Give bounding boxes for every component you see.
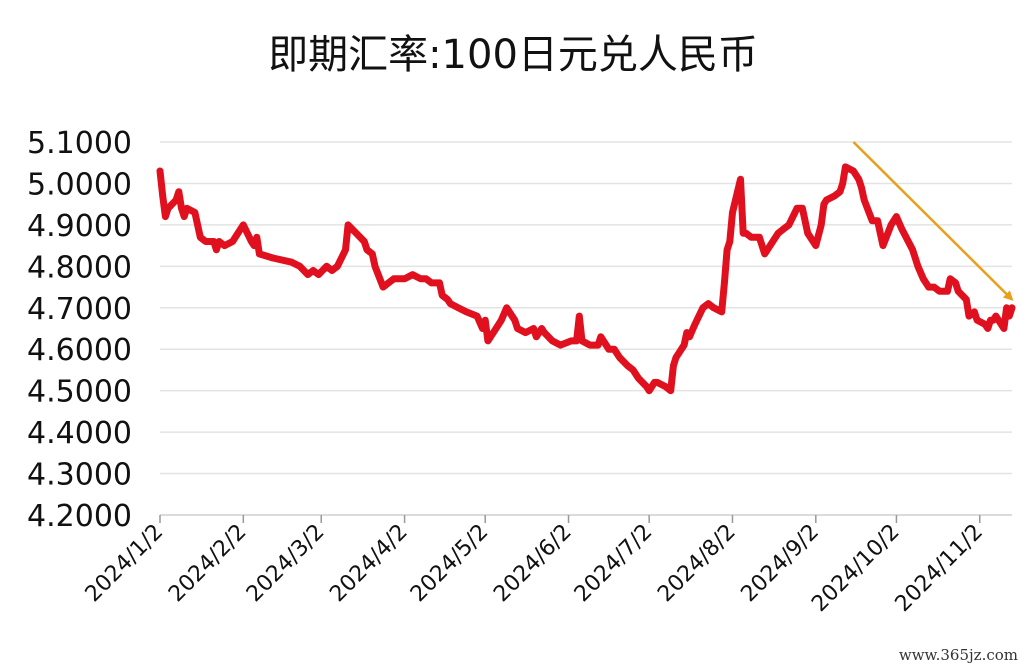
y-tick-label: 4.3000: [27, 458, 132, 493]
x-tick-label: 2024/6/2: [489, 520, 577, 608]
x-tick-label: 2024/3/2: [242, 520, 330, 608]
x-tick-label: 2024/2/2: [164, 520, 252, 608]
x-tick-label: 2024/7/2: [570, 520, 658, 608]
y-tick-label: 4.6000: [27, 333, 132, 368]
y-tick-label: 4.5000: [27, 375, 132, 410]
y-tick-label: 5.1000: [27, 126, 132, 161]
y-tick-label: 4.4000: [27, 416, 132, 451]
y-tick-label: 4.9000: [27, 209, 132, 244]
watermark: www.365jz.com: [898, 646, 1018, 664]
x-tick-label: 2024/9/2: [736, 520, 824, 608]
chart-title: 即期汇率:100日元兑人民币: [268, 32, 758, 78]
series-line: [156, 163, 1016, 395]
x-tick-label: 2024/5/2: [406, 520, 494, 608]
x-tick-label: 2024/8/2: [653, 520, 741, 608]
y-tick-label: 4.7000: [27, 292, 132, 327]
trend-arrow: [852, 141, 1014, 301]
y-tick-label: 4.8000: [27, 250, 132, 285]
x-tick-label: 2024/10/2: [807, 520, 904, 617]
y-tick-label: 4.2000: [27, 499, 132, 534]
x-tick-label: 2024/11/2: [891, 520, 988, 617]
x-tick-label: 2024/4/2: [325, 520, 413, 608]
y-tick-label: 5.0000: [27, 167, 132, 202]
